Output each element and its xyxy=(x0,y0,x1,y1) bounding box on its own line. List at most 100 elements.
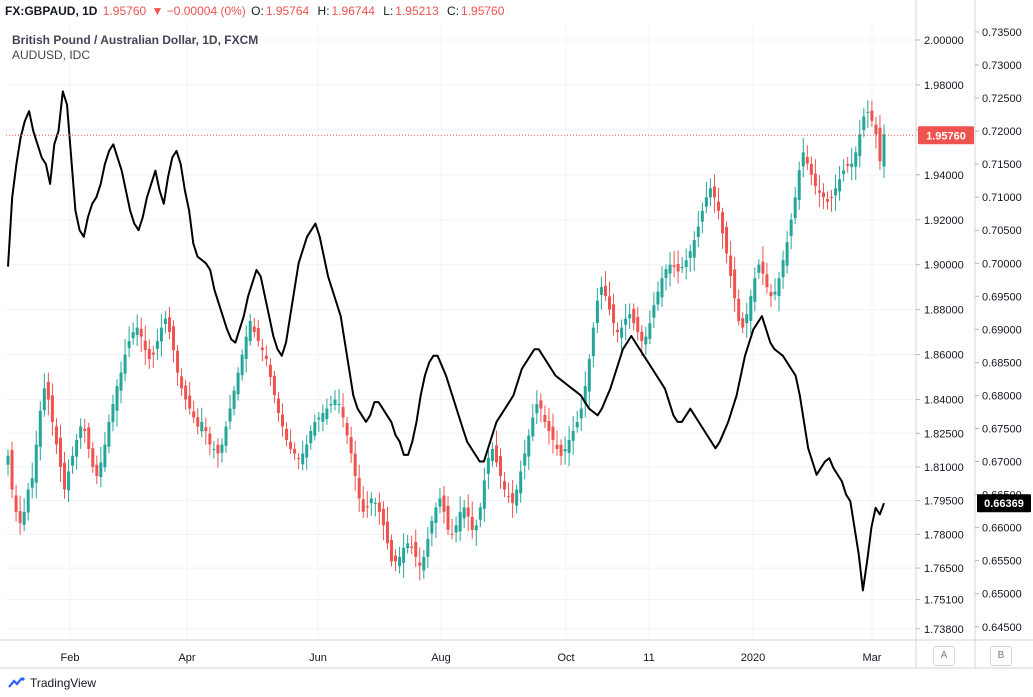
candle-body xyxy=(757,264,761,273)
candle xyxy=(515,484,519,514)
candle-body xyxy=(398,556,402,567)
candle-body xyxy=(172,326,176,351)
candle xyxy=(402,533,406,578)
time-tick-label: 11 xyxy=(643,652,654,664)
candle-body xyxy=(54,426,58,445)
candle-body xyxy=(648,323,652,339)
candle-body xyxy=(458,511,462,532)
candle xyxy=(192,400,196,424)
candle xyxy=(111,394,115,432)
gbpaud-tick-label: 1.86000 xyxy=(924,350,964,362)
gbpaud-price-axis[interactable]: 2.000001.980001.960001.940001.920001.900… xyxy=(916,35,974,636)
candle xyxy=(797,161,801,210)
candle xyxy=(821,183,825,209)
candle xyxy=(67,459,71,502)
candle xyxy=(71,446,75,474)
candle-body xyxy=(176,350,180,373)
candle-body xyxy=(180,376,184,389)
candle-body xyxy=(369,498,373,504)
scale-b-button[interactable]: B xyxy=(990,646,1012,666)
candle xyxy=(115,379,119,427)
candle xyxy=(87,422,91,459)
candle xyxy=(426,527,430,568)
candle xyxy=(79,418,83,449)
candle-body xyxy=(745,314,749,324)
candle-body xyxy=(636,317,640,333)
candle-body xyxy=(163,318,167,325)
candle-body xyxy=(406,543,410,548)
candle xyxy=(809,156,813,186)
candle-body xyxy=(531,417,535,437)
candle-body xyxy=(587,359,591,392)
candle xyxy=(42,373,46,417)
candle-body xyxy=(361,499,365,512)
candle xyxy=(135,314,139,346)
candle-body xyxy=(652,305,656,318)
candle xyxy=(866,100,870,129)
candle-body xyxy=(147,349,151,360)
tradingview-logo-icon[interactable] xyxy=(8,677,26,689)
candle-body xyxy=(236,372,240,395)
candle-body xyxy=(858,134,862,157)
candle xyxy=(785,231,789,274)
candle xyxy=(539,393,543,423)
candle-body xyxy=(575,422,579,428)
symbol-label[interactable]: FX:GBPAUD, 1D xyxy=(5,4,98,18)
candle-body xyxy=(490,448,494,462)
candle-body xyxy=(450,533,454,535)
candle xyxy=(741,312,745,334)
candle-body xyxy=(410,546,414,548)
candle-body xyxy=(317,417,321,420)
tradingview-brand[interactable]: TradingView xyxy=(30,676,97,690)
candle-body xyxy=(874,124,878,135)
gbpaud-candles xyxy=(6,100,886,581)
candle xyxy=(204,417,208,445)
candle-body xyxy=(79,426,83,439)
candle xyxy=(18,495,22,535)
candle xyxy=(531,403,535,442)
candle-body xyxy=(349,437,353,454)
audusd-tick-label: 0.73000 xyxy=(982,60,1022,72)
candle xyxy=(591,322,595,368)
candle xyxy=(519,460,523,503)
candle-body xyxy=(789,219,793,236)
time-axis[interactable]: Feb Apr Jun Aug Oct 11 2020 Mar xyxy=(61,652,882,664)
candle-body xyxy=(139,328,143,337)
candle xyxy=(846,156,850,173)
candle-body xyxy=(704,197,708,207)
candle-body xyxy=(870,110,874,121)
candle xyxy=(721,207,725,249)
candle-body xyxy=(781,260,785,278)
candle-body xyxy=(228,408,232,422)
main-series-legend[interactable]: British Pound / Australian Dollar, 1D, F… xyxy=(12,33,259,47)
candle-body xyxy=(26,489,30,513)
candle-body xyxy=(414,542,418,557)
open-label: O: xyxy=(251,4,264,18)
candle-body xyxy=(446,505,450,530)
candle xyxy=(688,244,692,273)
candle xyxy=(862,107,866,138)
scale-a-button[interactable]: A xyxy=(933,646,955,666)
candle xyxy=(123,339,127,382)
candle-body xyxy=(773,291,777,295)
candle-body xyxy=(58,437,62,467)
audusd-price-axis[interactable]: 0.73500 0.73000 0.72500 0.72000 0.71500 0.710… xyxy=(975,27,1031,634)
candle xyxy=(805,145,809,171)
candle-body xyxy=(454,525,458,533)
chart-frame xyxy=(0,0,1033,669)
candle xyxy=(850,147,854,181)
candle xyxy=(200,407,204,438)
candle xyxy=(329,395,333,413)
candle xyxy=(317,411,321,433)
candle-body xyxy=(394,555,398,562)
gbpaud-tick-label: 1.88000 xyxy=(924,305,964,317)
candle xyxy=(684,248,688,280)
candle xyxy=(624,303,628,340)
candle-body xyxy=(14,495,18,512)
candle xyxy=(656,281,660,311)
overlay-series-legend[interactable]: AUDUSD, IDC xyxy=(12,48,91,62)
candle xyxy=(418,547,422,581)
candle-body xyxy=(797,170,801,200)
candle xyxy=(616,322,620,343)
